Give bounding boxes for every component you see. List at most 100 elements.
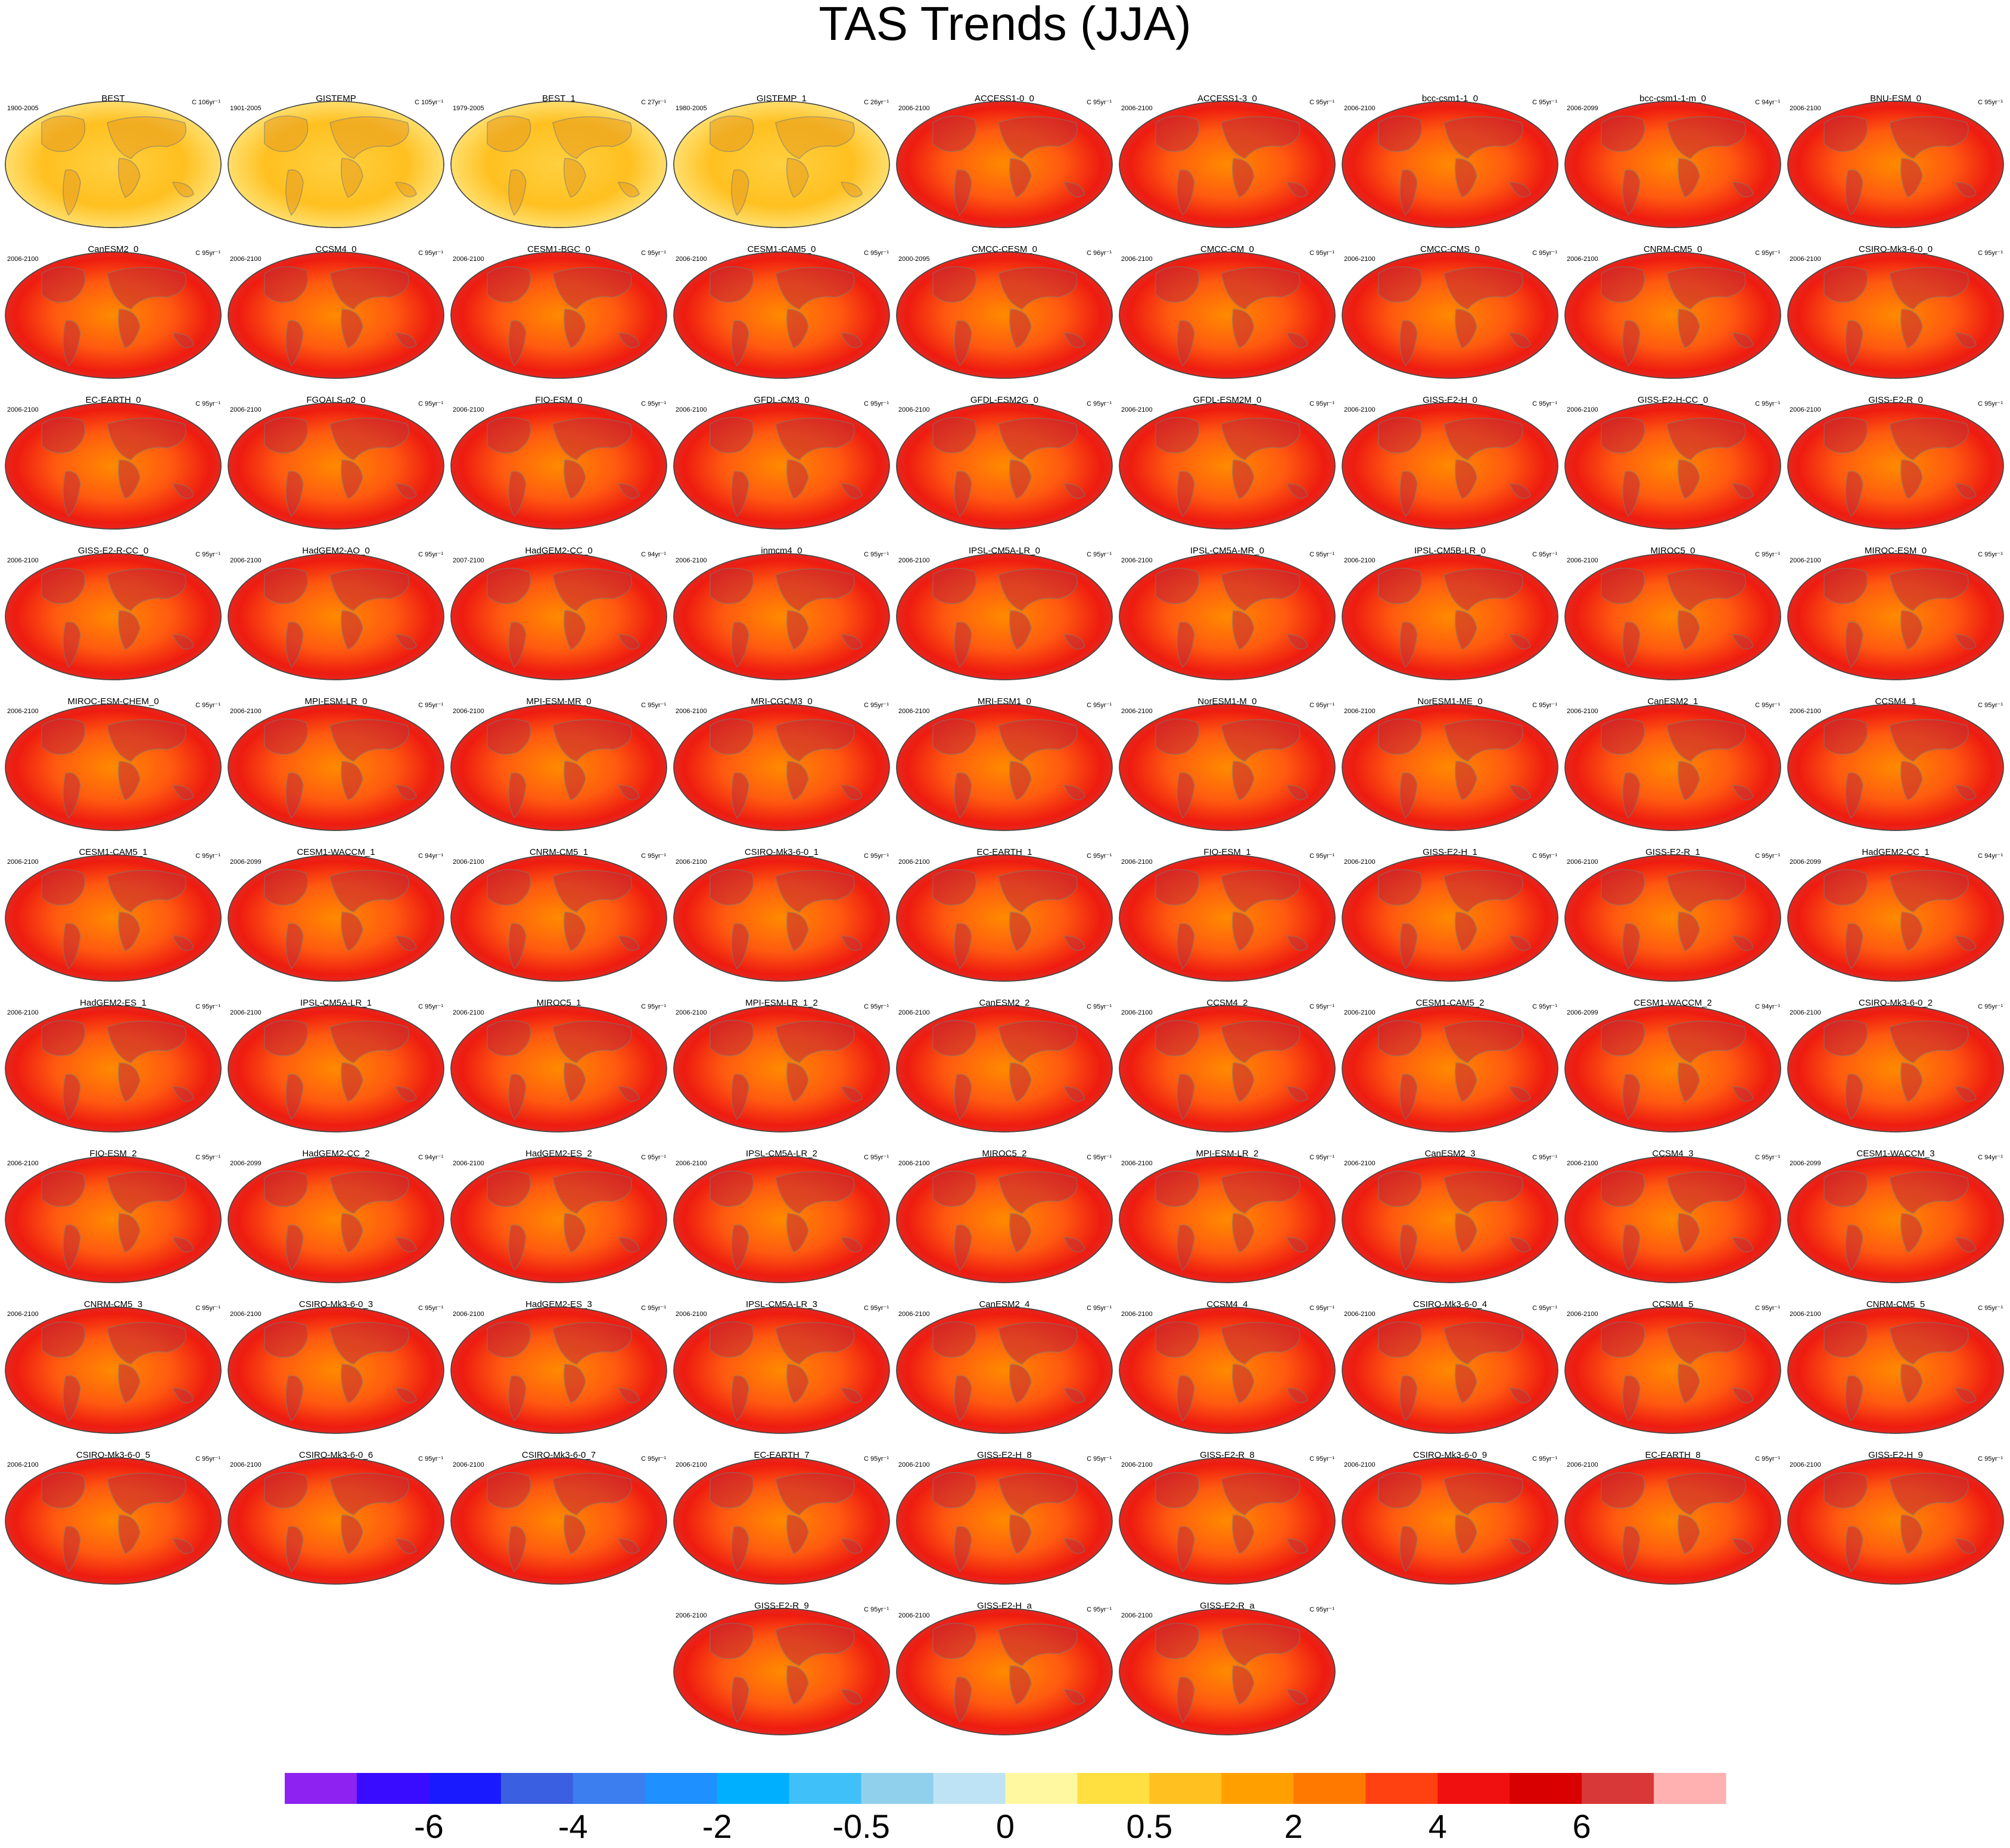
map-land <box>41 1170 194 1271</box>
map-outline <box>450 251 667 379</box>
panel-period: 2006-2100 <box>1790 1009 1821 1016</box>
map-outline <box>1119 251 1336 379</box>
map-background <box>1119 1608 1336 1735</box>
map-outline <box>1787 854 2004 982</box>
map-outline <box>228 101 444 228</box>
map-land <box>264 718 417 819</box>
panel-unit: C 95yr⁻¹ <box>864 853 889 860</box>
map-background <box>673 402 890 530</box>
map-land <box>932 1321 1085 1422</box>
panel-unit: C 95yr⁻¹ <box>1532 853 1557 860</box>
panel-period: 2006-2099 <box>230 858 262 866</box>
panel-period: 2006-2099 <box>1567 1009 1598 1016</box>
map-outline <box>1787 1005 2004 1133</box>
panel-title: ACCESS1-3_0 <box>1197 94 1257 104</box>
panel-title: MIROC5_1 <box>536 998 581 1008</box>
panel-unit: C 95yr⁻¹ <box>864 1606 889 1613</box>
map-outline <box>896 1306 1113 1434</box>
map-land <box>932 266 1085 367</box>
panel-title: CanESM2_0 <box>88 244 138 254</box>
map-land <box>932 567 1085 668</box>
panel-title: MPI-ESM-LR_0 <box>304 696 367 707</box>
map-outline <box>1342 1457 1558 1585</box>
map-background <box>5 553 222 680</box>
panel-period: 2006-2100 <box>230 256 262 263</box>
panel-title: NorESM1-M_0 <box>1197 696 1256 707</box>
panel-period: 2006-2100 <box>676 708 707 715</box>
map-outline <box>1564 101 1781 228</box>
panel-period: 2006-2100 <box>898 1160 930 1167</box>
panel-title: CCSM4_1 <box>1875 696 1916 707</box>
map-land <box>1601 1321 1754 1422</box>
panel-unit: C 95yr⁻¹ <box>1755 400 1780 407</box>
panel-title: MPI-ESM-LR_2 <box>1196 1149 1258 1159</box>
panel-unit: C 95yr⁻¹ <box>195 400 220 407</box>
map-outline <box>228 553 444 680</box>
panel-unit: C 95yr⁻¹ <box>1978 1455 2003 1463</box>
map-background <box>1342 1457 1558 1585</box>
map-outline <box>5 704 222 831</box>
panel-title: GISS-E2-H_a <box>977 1601 1032 1611</box>
map-outline <box>1119 1156 1336 1283</box>
map-outline <box>1119 101 1336 228</box>
map-outline <box>673 1156 890 1283</box>
map-outline <box>896 1608 1113 1735</box>
map-background <box>896 402 1113 530</box>
panel-title: GISS-E2-H_0 <box>1423 395 1477 405</box>
panel-period: 2006-2100 <box>1344 1311 1376 1318</box>
map-background <box>673 854 890 982</box>
panel-unit: C 95yr⁻¹ <box>195 1003 220 1010</box>
map-outline <box>1119 1005 1336 1133</box>
panel-title: CMCC-CM_0 <box>1200 244 1254 254</box>
map-outline <box>5 101 222 228</box>
panel-unit: C 106yr⁻¹ <box>192 99 220 106</box>
panel-title: CanESM2_4 <box>979 1299 1029 1309</box>
map-background <box>5 402 222 530</box>
map-outline <box>1342 1306 1558 1434</box>
panel-title: HadGEM2-CC_2 <box>302 1149 369 1159</box>
map-background <box>5 251 222 379</box>
map-land <box>487 1170 640 1271</box>
map-outline <box>673 1005 890 1133</box>
panel-period: 2006-2100 <box>1790 406 1821 413</box>
panel-title: HadGEM2-CC_1 <box>1862 847 1929 857</box>
panel-period: 2006-2100 <box>1344 708 1376 715</box>
map-background <box>1119 101 1336 228</box>
colorbar-box <box>861 1773 934 1804</box>
map-land <box>1824 567 1977 668</box>
panel-title: CCSM4_0 <box>315 244 356 254</box>
panel-title: FIO-ESM_0 <box>535 395 582 405</box>
panel-title: EC-EARTH_0 <box>85 395 141 405</box>
map-land <box>1155 1471 1308 1573</box>
panel-unit: C 95yr⁻¹ <box>195 1305 220 1312</box>
panel-period: 2006-2100 <box>1121 1461 1153 1469</box>
panel-period: 2006-2100 <box>230 1311 262 1318</box>
map-land <box>1824 115 1977 216</box>
panel-period: 2006-2100 <box>230 406 262 413</box>
map-land <box>710 1622 863 1723</box>
map-land <box>1824 718 1977 819</box>
map-background <box>1119 553 1336 680</box>
panel-title: CanESM2_3 <box>1424 1149 1475 1159</box>
map-outline <box>1342 553 1558 680</box>
map-outline <box>896 251 1113 379</box>
map-background <box>673 1306 890 1434</box>
panel-unit: C 95yr⁻¹ <box>418 551 443 558</box>
map-background <box>228 1005 444 1133</box>
map-outline <box>1564 1005 1781 1133</box>
panel-unit: C 95yr⁻¹ <box>1978 400 2003 407</box>
map-land <box>1155 1321 1308 1422</box>
panel-title: ACCESS1-0_0 <box>975 94 1034 104</box>
map-background <box>1342 101 1558 228</box>
map-outline <box>673 1457 890 1585</box>
map-land <box>710 1471 863 1573</box>
map-outline <box>896 1156 1113 1283</box>
map-outline <box>1119 1608 1336 1735</box>
map-background <box>450 1156 667 1283</box>
panel-unit: C 95yr⁻¹ <box>1087 1003 1112 1010</box>
panel-title: MIROC-ESM-CHEM_0 <box>67 696 158 707</box>
panel-title: HadGEM2-ES_1 <box>80 998 147 1008</box>
map-background <box>228 101 444 228</box>
map-outline <box>1119 704 1336 831</box>
map-outline <box>673 1608 890 1735</box>
